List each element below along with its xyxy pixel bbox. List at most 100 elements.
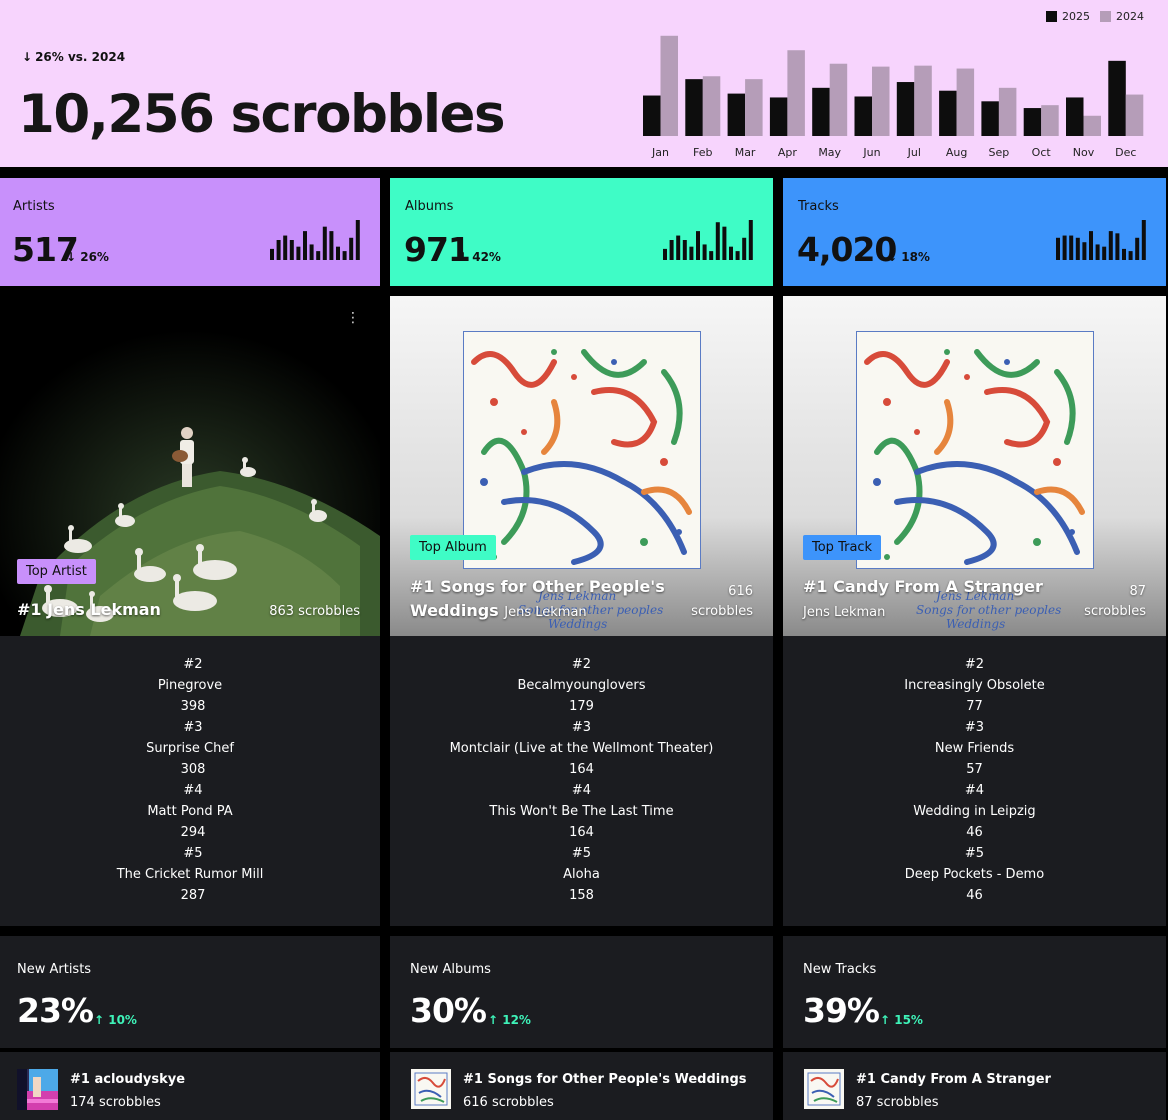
rank-name[interactable]: Pinegrove bbox=[157, 678, 223, 693]
new-top-track-name[interactable]: #1 Candy From A Stranger bbox=[856, 1072, 1051, 1087]
top-track-count: 87 scrobbles bbox=[1084, 582, 1146, 622]
top-track-panel[interactable]: Jens Lekman Songs for other peoples Wedd… bbox=[783, 296, 1166, 636]
new-stat-change-value: 12% bbox=[502, 1013, 531, 1027]
bar-2025-feb[interactable] bbox=[685, 79, 703, 136]
month-tick-label: Oct bbox=[1032, 146, 1052, 159]
rank-name[interactable]: Becalmyounglovers bbox=[517, 678, 646, 693]
spark-bar bbox=[355, 220, 360, 260]
new-top-album-row[interactable]: #1 Songs for Other People's Weddings 616… bbox=[390, 1052, 773, 1120]
monthly-scrobbles-chart: Jan Feb Mar Apr May Jun Jul Aug Sep Oct Nov Dec bbox=[643, 35, 1144, 159]
rank-count: 398 bbox=[180, 699, 206, 714]
spark-bar bbox=[276, 240, 281, 260]
spark-bar bbox=[336, 246, 340, 260]
bar-2024-feb[interactable] bbox=[702, 76, 721, 136]
spark-bar bbox=[1082, 242, 1087, 260]
rank-name[interactable]: Wedding in Leipzig bbox=[913, 804, 1036, 819]
bar-2024-oct[interactable] bbox=[1041, 105, 1059, 136]
bar-2024-jul[interactable] bbox=[914, 65, 932, 136]
rank-name[interactable]: Aloha bbox=[563, 867, 600, 882]
legend-item-2024[interactable]: 2024 bbox=[1100, 10, 1144, 23]
rank-count: 179 bbox=[569, 699, 594, 714]
spark-bar bbox=[1089, 231, 1093, 260]
rank-name[interactable]: This Won't Be The Last Time bbox=[489, 804, 674, 819]
year-trend: ↓ 26% vs. 2024 bbox=[22, 50, 125, 64]
new-top-artist-row[interactable]: #1 acloudyskye 174 scrobbles bbox=[0, 1052, 380, 1120]
spark-bar bbox=[322, 226, 327, 260]
bar-2025-may[interactable] bbox=[812, 87, 830, 136]
bar-2025-jan[interactable] bbox=[643, 95, 661, 136]
bar-2024-aug[interactable] bbox=[956, 68, 975, 136]
cover-text-line: Weddings bbox=[946, 617, 1006, 631]
stat-card-albums[interactable]: Albums 971 ↓ 42% bbox=[390, 178, 773, 286]
top-artist-name[interactable]: #1 Jens Lekman bbox=[17, 600, 161, 619]
rank-count: 287 bbox=[180, 888, 206, 903]
track-thumbnail bbox=[804, 1069, 844, 1109]
count-number: 616 bbox=[728, 584, 753, 599]
new-albums-card[interactable]: New Albums 30% ↑ 12% bbox=[390, 936, 773, 1048]
artist-thumbnail-art bbox=[17, 1069, 58, 1110]
bar-2025-mar[interactable] bbox=[727, 93, 746, 136]
new-top-album-name[interactable]: #1 Songs for Other People's Weddings bbox=[463, 1072, 747, 1087]
rank-count: 57 bbox=[966, 762, 983, 777]
top-track-title[interactable]: #1 Candy From A Stranger Jens Lekman bbox=[803, 575, 1063, 625]
top-artist-badge: Top Artist bbox=[17, 559, 96, 584]
sparkline-albums bbox=[663, 220, 753, 260]
rank-name[interactable]: The Cricket Rumor Mill bbox=[116, 867, 264, 882]
rank-name[interactable]: Montclair (Live at the Wellmont Theater) bbox=[449, 741, 714, 756]
new-top-track-row[interactable]: #1 Candy From A Stranger 87 scrobbles bbox=[783, 1052, 1166, 1120]
legend-item-2025[interactable]: 2025 bbox=[1046, 10, 1090, 23]
count-unit: scrobbles bbox=[691, 604, 753, 619]
new-stat-change: ↑ 12% bbox=[488, 1013, 531, 1027]
top-track-badge: Top Track bbox=[803, 535, 882, 560]
month-tick-label: May bbox=[818, 146, 841, 159]
bar-2024-sep[interactable] bbox=[998, 87, 1017, 136]
top-artist-panel[interactable]: ⋮ Top Artist #1 Jens Lekman 863 scrobble… bbox=[0, 296, 380, 636]
rank-name[interactable]: New Friends bbox=[934, 741, 1015, 756]
top-album-panel[interactable]: Jens Lekman Songs for other peoples Wedd… bbox=[390, 296, 773, 636]
stat-card-tracks[interactable]: Tracks 4,020 ↓ 18% bbox=[783, 178, 1166, 286]
more-options-icon[interactable]: ⋮ bbox=[346, 310, 360, 326]
new-tracks-card[interactable]: New Tracks 39% ↑ 15% bbox=[783, 936, 1166, 1048]
stat-change: ↓ 18% bbox=[887, 250, 930, 264]
bar-2024-mar[interactable] bbox=[745, 79, 763, 136]
bar-2025-aug[interactable] bbox=[939, 90, 957, 136]
rank-number: #2 bbox=[964, 657, 985, 672]
bar-2025-dec[interactable] bbox=[1108, 60, 1126, 136]
bar-2025-oct[interactable] bbox=[1023, 108, 1042, 136]
month-tick-label: Sep bbox=[989, 146, 1010, 159]
bar-2025-apr[interactable] bbox=[769, 97, 788, 136]
spark-bar bbox=[709, 251, 714, 260]
bar-2024-nov[interactable] bbox=[1083, 115, 1102, 136]
bar-2024-apr[interactable] bbox=[787, 50, 805, 137]
sparkline-tracks bbox=[1056, 220, 1146, 260]
bar-2024-may[interactable] bbox=[829, 63, 848, 136]
bar-2024-jun[interactable] bbox=[872, 66, 890, 136]
spark-bar bbox=[689, 246, 694, 260]
spark-bar bbox=[748, 220, 753, 260]
bar-2024-dec[interactable] bbox=[1125, 94, 1144, 136]
top-album-artist: Jens Lekman bbox=[504, 605, 587, 620]
rank-name[interactable]: Surprise Chef bbox=[146, 741, 234, 756]
rank-name[interactable]: Increasingly Obsolete bbox=[904, 678, 1045, 693]
top-album-title[interactable]: #1 Songs for Other People's Weddings Jen… bbox=[410, 575, 670, 625]
spark-bar bbox=[676, 235, 681, 260]
arrow-up-icon: ↑ bbox=[94, 1013, 109, 1027]
rank-name[interactable]: Matt Pond PA bbox=[147, 804, 233, 819]
month-tick-label: Aug bbox=[946, 146, 967, 159]
stat-card-artists[interactable]: Artists 517 ↓ 26% bbox=[0, 178, 380, 286]
spark-bar bbox=[663, 248, 667, 260]
bar-2024-jan[interactable] bbox=[660, 35, 679, 137]
artist-rankings: #2 Pinegrove 398 #3 Surprise Chef 308 #4… bbox=[0, 636, 380, 926]
bar-2025-nov[interactable] bbox=[1066, 97, 1084, 136]
bar-2025-jul[interactable] bbox=[896, 82, 915, 136]
bar-2025-jun[interactable] bbox=[854, 96, 873, 136]
month-tick-label: Feb bbox=[693, 146, 712, 159]
rank-name[interactable]: Deep Pockets - Demo bbox=[904, 867, 1045, 882]
arrow-down-icon: ↓ bbox=[66, 250, 81, 264]
spark-bar bbox=[329, 231, 334, 260]
new-artists-card[interactable]: New Artists 23% ↑ 10% bbox=[0, 936, 380, 1048]
spark-bar bbox=[682, 240, 687, 260]
arrow-down-icon: ↓ bbox=[22, 50, 33, 64]
new-top-artist-name[interactable]: #1 acloudyskye bbox=[70, 1072, 186, 1087]
bar-2025-sep[interactable] bbox=[981, 101, 999, 136]
